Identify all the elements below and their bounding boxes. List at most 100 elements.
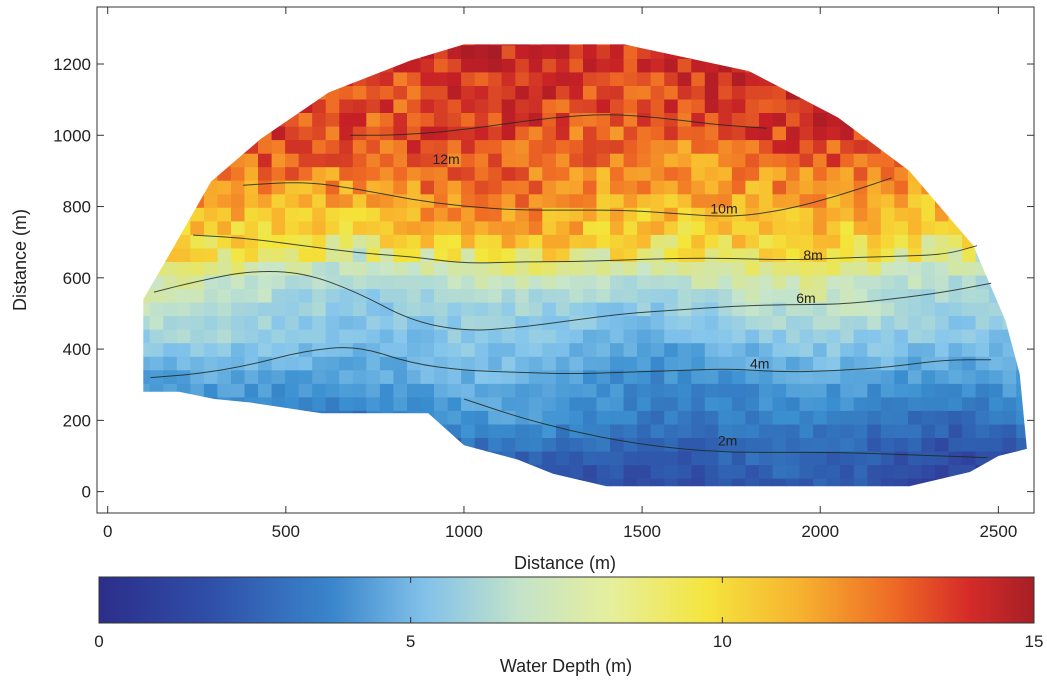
- depth-cell-520: [339, 342, 354, 357]
- depth-cell-1836: [867, 478, 882, 487]
- depth-cell-146: [190, 342, 205, 357]
- depth-cell-1176: [596, 207, 611, 222]
- depth-cell-1343: [664, 247, 679, 262]
- depth-cell-1326: [664, 478, 679, 487]
- depth-cell-1001: [528, 275, 543, 290]
- depth-cell-295: [244, 166, 259, 181]
- depth-cell-1940: [907, 451, 922, 466]
- depth-cell-1294: [650, 451, 665, 466]
- depth-cell-879: [474, 85, 489, 100]
- depth-cell-1880: [880, 342, 895, 357]
- depth-cell-905: [488, 193, 503, 208]
- depth-cell-1168: [596, 315, 611, 330]
- depth-cell-559: [352, 275, 367, 290]
- depth-cell-1156: [596, 478, 611, 487]
- depth-cell-1533: [745, 437, 760, 452]
- depth-cell-893: [488, 356, 503, 371]
- depth-cell-728: [420, 288, 435, 303]
- depth-cell-1907: [894, 437, 909, 452]
- depth-cell-1213: [610, 166, 625, 181]
- depth-cell-790: [447, 369, 462, 384]
- depth-cell-1184: [596, 98, 611, 113]
- depth-cell-572: [352, 98, 367, 113]
- depth-cell-458: [312, 261, 327, 276]
- depth-cell-1125: [583, 437, 598, 452]
- depth-cell-928: [501, 342, 516, 357]
- depth-cell-814: [447, 44, 462, 59]
- depth-cell-1513: [731, 247, 746, 262]
- depth-cell-958: [515, 396, 530, 411]
- depth-cell-1377: [677, 247, 692, 262]
- depth-cell-1536: [745, 396, 760, 411]
- depth-cell-288: [244, 261, 259, 276]
- depth-cell-1675: [799, 356, 814, 371]
- depth-cell-1610: [772, 315, 787, 330]
- depth-cell-1074: [555, 207, 570, 222]
- depth-cell-1297: [650, 410, 665, 425]
- depth-cell-1458: [704, 71, 719, 86]
- depth-cell-1352: [664, 126, 679, 141]
- depth-cell-913: [488, 85, 503, 100]
- depth-cell-1512: [731, 261, 746, 276]
- depth-cell-46: [149, 315, 164, 330]
- depth-cell-830: [461, 288, 476, 303]
- depth-cell-1081: [555, 112, 570, 127]
- depth-cell-1445: [704, 247, 719, 262]
- depth-cell-589: [366, 329, 381, 344]
- depth-cell-2119: [975, 329, 990, 344]
- depth-cell-1063: [555, 356, 570, 371]
- depth-cell-1707: [813, 383, 828, 398]
- depth-cell-1985: [921, 302, 936, 317]
- depth-cell-836: [461, 207, 476, 222]
- depth-cell-1514: [731, 234, 746, 249]
- depth-cell-1167: [596, 329, 611, 344]
- colorbar-tick-label-3: 15: [1025, 632, 1044, 651]
- depth-cell-1817: [853, 275, 868, 290]
- depth-cell-1365: [677, 410, 692, 425]
- depth-cell-1535: [745, 410, 760, 425]
- depth-cell-888: [488, 423, 503, 438]
- depth-cell-1036: [542, 261, 557, 276]
- depth-cell-391: [285, 247, 300, 262]
- depth-cell-1309: [650, 247, 665, 262]
- depth-cell-1201: [610, 329, 625, 344]
- depth-cell-325: [258, 220, 273, 235]
- depth-cell-326: [258, 207, 273, 222]
- depth-cell-1574: [759, 342, 774, 357]
- depth-cell-604: [366, 126, 381, 141]
- depth-cell-1214: [610, 153, 625, 168]
- depth-cell-484: [325, 369, 340, 384]
- depth-cell-622: [379, 342, 394, 357]
- depth-cell-672: [393, 126, 408, 141]
- depth-cell-1611: [772, 302, 787, 317]
- depth-cell-980: [515, 98, 530, 113]
- depth-cell-1116: [569, 98, 584, 113]
- depth-cell-1099: [569, 329, 584, 344]
- depth-cell-584: [366, 396, 381, 411]
- depth-cell-1011: [528, 139, 543, 154]
- depth-cell-1602: [772, 423, 787, 438]
- depth-cell-1259: [637, 464, 652, 479]
- depth-cell-1547: [745, 247, 760, 262]
- depth-cell-1743: [826, 356, 841, 371]
- depth-cell-1758: [826, 153, 841, 168]
- depth-cell-1827: [853, 139, 868, 154]
- depth-cell-1180: [596, 153, 611, 168]
- depth-cell-1463: [718, 464, 733, 479]
- depth-cell-1090: [569, 451, 584, 466]
- depth-cell-552: [352, 369, 367, 384]
- depth-cell-587: [366, 356, 381, 371]
- depth-cell-844: [461, 98, 476, 113]
- depth-cell-1768: [840, 478, 855, 487]
- depth-cell-810: [447, 98, 462, 113]
- depth-cell-993: [528, 383, 543, 398]
- depth-cell-1955: [907, 247, 922, 262]
- depth-cell-182: [203, 315, 218, 330]
- depth-cell-766: [434, 234, 449, 249]
- depth-cell-180: [203, 342, 218, 357]
- depth-cell-1345: [664, 220, 679, 235]
- depth-cell-1120: [569, 44, 584, 59]
- depth-cell-1983: [921, 329, 936, 344]
- depth-cell-382: [285, 369, 300, 384]
- contour-2m: [463, 398, 988, 459]
